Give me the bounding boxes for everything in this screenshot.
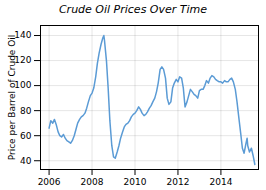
svg-text:120: 120 <box>14 55 31 65</box>
svg-text:40: 40 <box>20 156 32 166</box>
svg-text:2012: 2012 <box>167 177 190 187</box>
svg-text:2008: 2008 <box>81 177 104 187</box>
svg-text:80: 80 <box>20 106 32 116</box>
svg-text:60: 60 <box>20 131 32 141</box>
svg-text:2006: 2006 <box>38 177 61 187</box>
svg-text:100: 100 <box>14 80 31 90</box>
svg-text:2014: 2014 <box>209 177 232 187</box>
svg-text:2010: 2010 <box>124 177 147 187</box>
svg-text:Price per Barrel of Crude Oil: Price per Barrel of Crude Oil <box>7 35 17 161</box>
html-text:Crude Oil Prices Over Time: Crude Oil Prices Over Time <box>58 3 208 16</box>
svg-text:140: 140 <box>14 30 31 40</box>
